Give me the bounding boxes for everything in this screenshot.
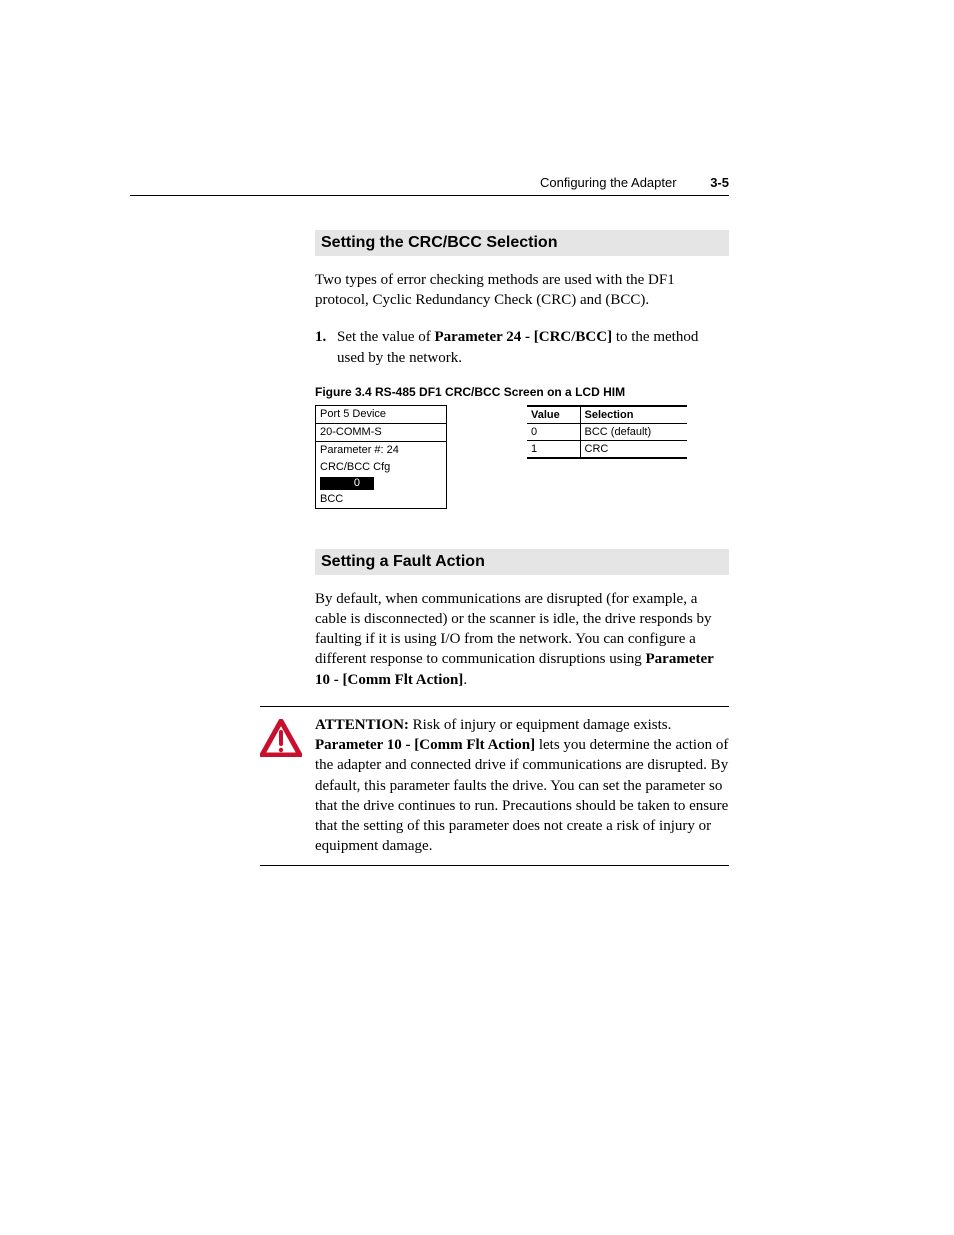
- header-section: Configuring the Adapter: [540, 175, 677, 190]
- cell-selection: CRC: [580, 440, 687, 458]
- step-text-bold: Parameter 24 - [CRC/BCC]: [434, 329, 612, 345]
- step-list: 1. Set the value of Parameter 24 - [CRC/…: [315, 327, 729, 369]
- document-page: Configuring the Adapter 3-5 Setting the …: [0, 0, 954, 1235]
- lcd-line-5-wrap: 0: [316, 476, 446, 491]
- attention-t1: Risk of injury or equipment damage exist…: [409, 717, 671, 733]
- section1-intro: Two types of error checking methods are …: [315, 270, 729, 311]
- cell-selection: BCC (default): [580, 423, 687, 440]
- page-header: Configuring the Adapter 3-5: [0, 176, 954, 196]
- table-header-row: Value Selection: [527, 406, 687, 424]
- figure-row: Port 5 Device 20-COMM-S Parameter #: 24 …: [315, 405, 729, 509]
- header-page-number: 3-5: [710, 175, 729, 190]
- lcd-line-5-value: 0: [320, 477, 374, 490]
- attention-block: ATTENTION: Risk of injury or equipment d…: [260, 706, 729, 866]
- lcd-line-2: 20-COMM-S: [316, 423, 446, 441]
- step-number: 1.: [315, 327, 337, 369]
- lcd-screen: Port 5 Device 20-COMM-S Parameter #: 24 …: [315, 405, 447, 509]
- section-heading-fault-action: Setting a Fault Action: [315, 549, 729, 575]
- attention-label: ATTENTION:: [315, 717, 409, 733]
- attention-bold: Parameter 10 - [Comm Flt Action]: [315, 737, 535, 753]
- lcd-line-1: Port 5 Device: [316, 406, 446, 423]
- page-content: Setting the CRC/BCC Selection Two types …: [315, 230, 729, 866]
- attention-text: ATTENTION: Risk of injury or equipment d…: [315, 715, 729, 857]
- warning-triangle-icon: [260, 719, 302, 757]
- s2-text-post: .: [463, 672, 467, 688]
- lcd-line-3: Parameter #: 24: [316, 441, 446, 459]
- header-rule: [130, 195, 729, 196]
- cell-value: 1: [527, 440, 580, 458]
- value-selection-table: Value Selection 0 BCC (default) 1 CRC: [527, 405, 687, 459]
- section2-paragraph: By default, when communications are disr…: [315, 589, 729, 690]
- table-row: 0 BCC (default): [527, 423, 687, 440]
- step-item: 1. Set the value of Parameter 24 - [CRC/…: [315, 327, 729, 369]
- attention-t2: lets you determine the action of the ada…: [315, 737, 728, 854]
- table-row: 1 CRC: [527, 440, 687, 458]
- step-text-pre: Set the value of: [337, 329, 434, 345]
- lcd-line-4: CRC/BCC Cfg: [316, 459, 446, 476]
- lcd-line-6: BCC: [316, 491, 446, 508]
- section-heading-crc-bcc: Setting the CRC/BCC Selection: [315, 230, 729, 256]
- th-value: Value: [527, 406, 580, 424]
- figure-caption: Figure 3.4 RS-485 DF1 CRC/BCC Screen on …: [315, 385, 729, 399]
- cell-value: 0: [527, 423, 580, 440]
- attention-icon-col: [260, 715, 315, 857]
- th-selection: Selection: [580, 406, 687, 424]
